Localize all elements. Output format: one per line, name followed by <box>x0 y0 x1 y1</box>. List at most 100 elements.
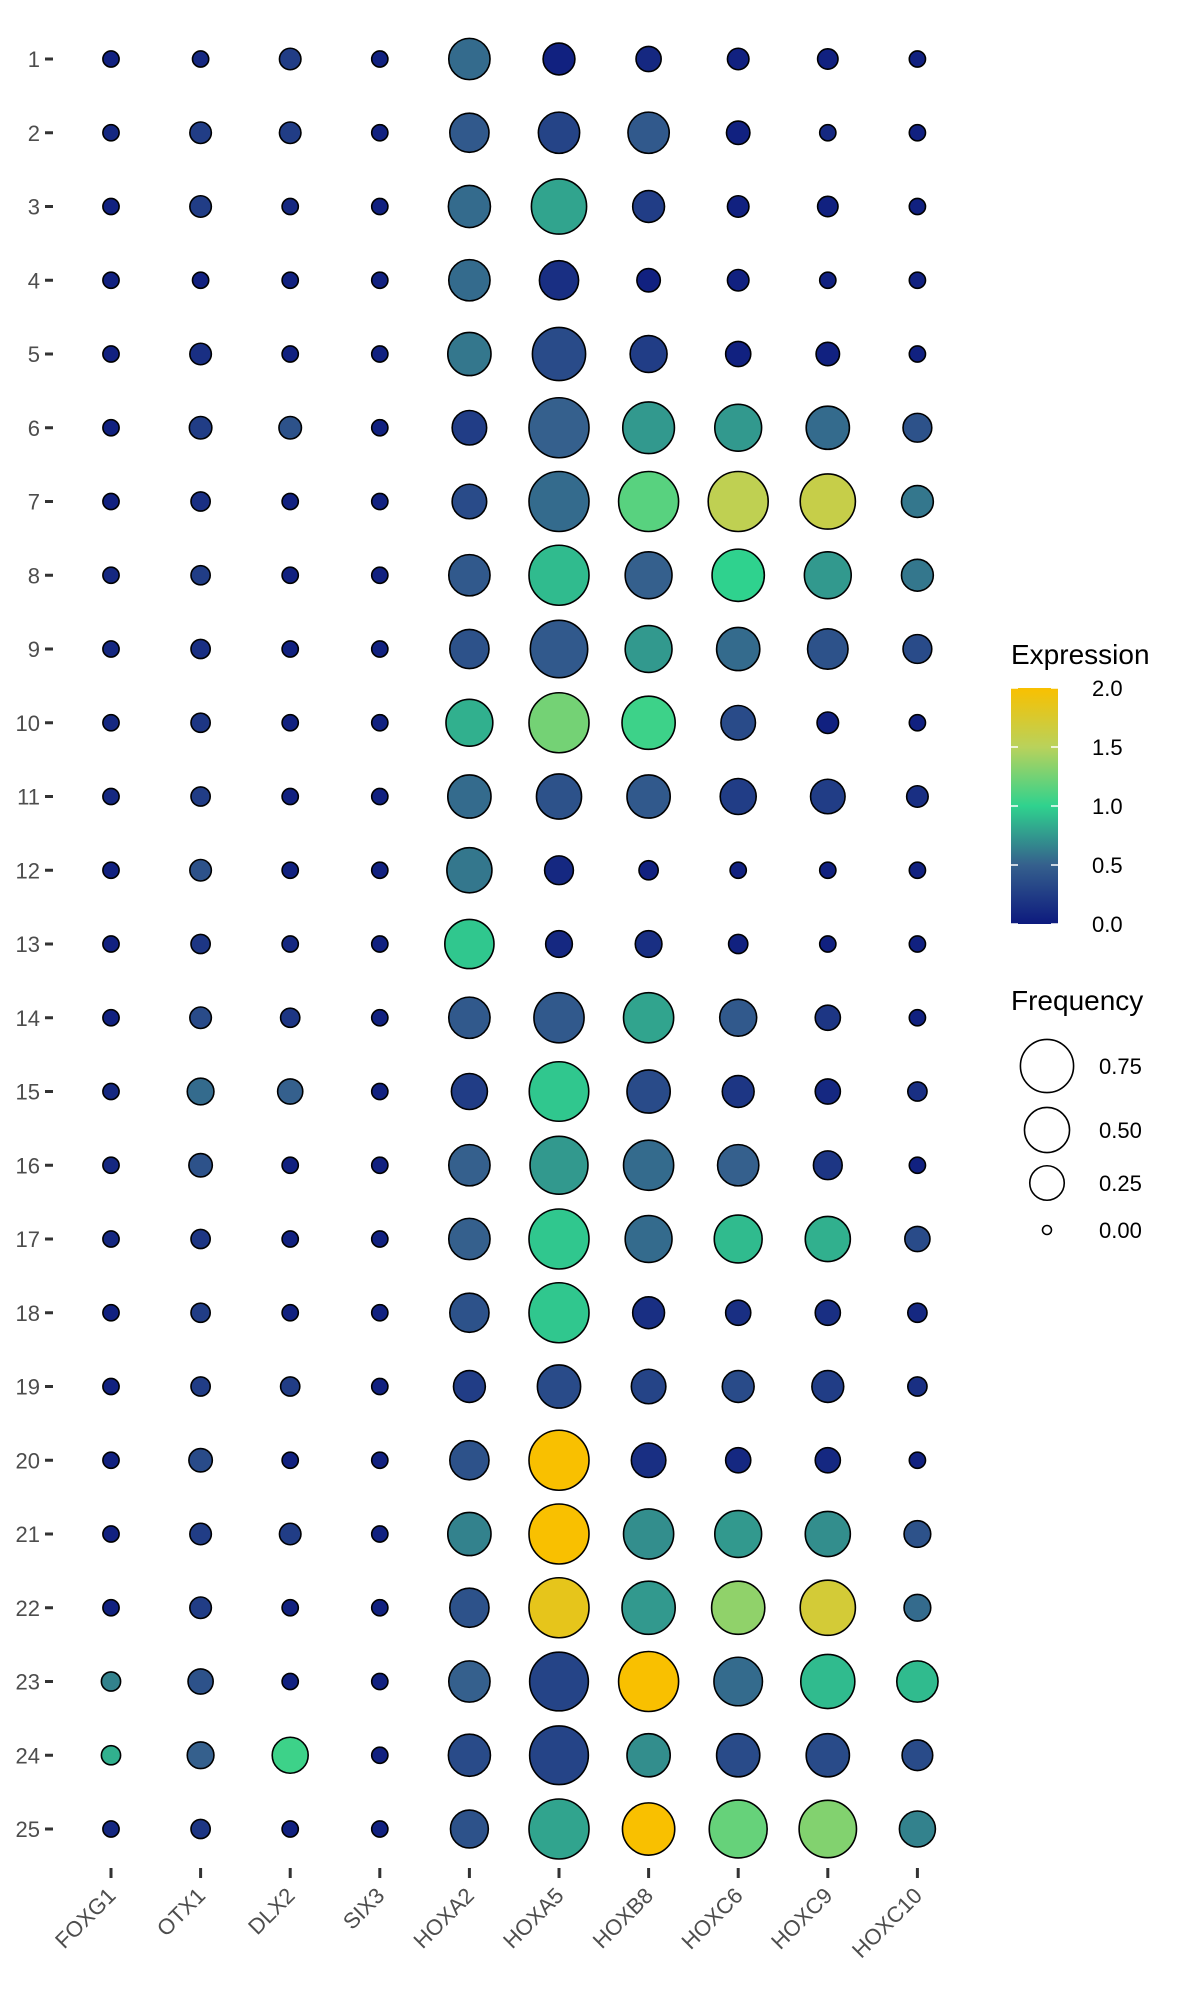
dot-hoxb8-cluster-18 <box>631 1296 666 1330</box>
dot-hoxc6-cluster-18 <box>724 1299 752 1327</box>
x-tick-label: HOXC6 <box>676 1883 747 1954</box>
dot-six3-cluster-23 <box>370 1672 389 1691</box>
dot-hoxb8-cluster-7 <box>617 470 680 533</box>
dot-foxg1-cluster-23 <box>100 1671 122 1692</box>
y-tick-label: 9 <box>28 637 40 662</box>
dot-hoxc6-cluster-3 <box>726 194 750 219</box>
dot-otx1-cluster-13 <box>190 933 212 955</box>
y-tick-label: 23 <box>16 1670 40 1695</box>
y-tick-label: 5 <box>28 342 40 367</box>
size-legend-dot <box>1028 1164 1066 1202</box>
dot-foxg1-cluster-22 <box>102 1598 120 1617</box>
dot-hoxb8-cluster-4 <box>636 267 662 293</box>
x-tick-label: SIX3 <box>338 1883 389 1934</box>
dot-otx1-cluster-4 <box>191 271 210 290</box>
dot-hoxa2-cluster-18 <box>449 1292 490 1334</box>
dot-hoxc6-cluster-2 <box>725 120 751 146</box>
dot-otx1-cluster-19 <box>190 1376 212 1397</box>
y-tick-label: 6 <box>28 416 40 441</box>
y-tick-label: 24 <box>16 1743 40 1768</box>
dot-hoxa2-cluster-19 <box>452 1369 487 1404</box>
dot-dlx2-cluster-18 <box>281 1303 300 1322</box>
dot-hoxa2-cluster-21 <box>446 1511 492 1557</box>
frequency-legend: Frequency 0.75 0.50 0.25 0.00 <box>1011 985 1143 1243</box>
dot-dlx2-cluster-11 <box>281 787 300 806</box>
y-tick-label: 18 <box>16 1301 40 1326</box>
dot-foxg1-cluster-24 <box>100 1744 122 1766</box>
dot-hoxa5-cluster-18 <box>528 1281 590 1344</box>
dot-hoxa5-cluster-21 <box>528 1503 590 1565</box>
dot-hoxc6-cluster-4 <box>726 268 750 292</box>
dot-hoxc10-cluster-14 <box>908 1008 927 1027</box>
dot-hoxc6-cluster-7 <box>707 470 770 533</box>
dot-hoxc6-cluster-12 <box>729 861 748 880</box>
dot-hoxc10-cluster-15 <box>907 1081 928 1102</box>
dot-dlx2-cluster-16 <box>281 1156 300 1175</box>
dot-dlx2-cluster-15 <box>276 1078 304 1105</box>
dot-dlx2-cluster-6 <box>278 415 303 440</box>
dot-hoxc9-cluster-4 <box>818 271 837 290</box>
dot-hoxc6-cluster-11 <box>719 777 757 816</box>
dot-dlx2-cluster-8 <box>281 566 300 585</box>
y-tick-label: 20 <box>16 1448 40 1473</box>
dot-hoxc9-cluster-25 <box>798 1799 858 1859</box>
x-tick-label: HOXC9 <box>766 1883 837 1954</box>
dot-hoxc6-cluster-10 <box>720 704 757 741</box>
dot-hoxc10-cluster-10 <box>908 713 927 732</box>
dot-hoxc9-cluster-21 <box>804 1510 852 1558</box>
dot-hoxa2-cluster-10 <box>445 698 494 747</box>
dot-hoxb8-cluster-10 <box>621 695 676 751</box>
dot-foxg1-cluster-11 <box>102 787 120 806</box>
dot-hoxa5-cluster-23 <box>528 1651 590 1712</box>
dot-six3-cluster-5 <box>370 345 389 363</box>
dot-otx1-cluster-11 <box>190 786 212 807</box>
dot-dlx2-cluster-21 <box>278 1522 302 1546</box>
size-legend-label: 0.00 <box>1099 1218 1142 1243</box>
dot-dlx2-cluster-4 <box>281 271 300 290</box>
dot-hoxc10-cluster-21 <box>903 1519 932 1549</box>
dot-foxg1-cluster-15 <box>102 1082 120 1101</box>
dot-otx1-cluster-20 <box>188 1447 214 1473</box>
dot-hoxc9-cluster-12 <box>818 861 837 880</box>
expression-colorbar <box>1011 688 1058 924</box>
dot-hoxc6-cluster-14 <box>718 998 758 1038</box>
dot-hoxb8-cluster-12 <box>638 859 660 881</box>
dot-hoxa2-cluster-20 <box>449 1439 490 1481</box>
colorbar-tick-label: 1.0 <box>1092 794 1123 819</box>
dot-six3-cluster-17 <box>370 1230 389 1248</box>
y-tick-label: 8 <box>28 563 40 588</box>
dot-otx1-cluster-25 <box>190 1818 212 1840</box>
dot-foxg1-cluster-4 <box>102 271 120 290</box>
dot-dlx2-cluster-5 <box>281 345 300 363</box>
dot-hoxc10-cluster-19 <box>907 1376 928 1397</box>
dot-hoxc9-cluster-18 <box>814 1299 842 1327</box>
dot-foxg1-cluster-3 <box>102 197 120 216</box>
dot-hoxa5-cluster-6 <box>528 396 590 459</box>
dot-hoxc9-cluster-1 <box>816 47 839 71</box>
x-axis: FOXG1 OTX1 DLX2 SIX3 HOXA2 HOXA5 HOXB8 HOXC6 HOX… <box>50 1868 927 1963</box>
dot-hoxc10-cluster-23 <box>895 1660 939 1703</box>
dot-hoxc6-cluster-17 <box>713 1214 763 1264</box>
y-tick-label: 22 <box>16 1596 40 1621</box>
dot-hoxc6-cluster-16 <box>716 1143 760 1187</box>
dot-hoxa5-cluster-1 <box>542 42 576 76</box>
dot-foxg1-cluster-12 <box>102 861 120 880</box>
y-tick-label: 11 <box>17 785 40 810</box>
dot-six3-cluster-19 <box>370 1377 389 1396</box>
dot-hoxa5-cluster-4 <box>538 259 580 301</box>
dot-dlx2-cluster-7 <box>281 492 300 511</box>
dot-hoxc9-cluster-23 <box>799 1653 856 1710</box>
size-legend-dot <box>1019 1038 1075 1094</box>
dot-otx1-cluster-2 <box>189 121 213 145</box>
dot-foxg1-cluster-18 <box>102 1303 120 1322</box>
dot-hoxa2-cluster-5 <box>446 331 492 377</box>
dot-hoxa2-cluster-11 <box>446 774 492 819</box>
dot-foxg1-cluster-25 <box>102 1820 120 1838</box>
dot-otx1-cluster-5 <box>189 342 213 366</box>
dot-hoxc9-cluster-6 <box>805 405 851 451</box>
dot-hoxc9-cluster-8 <box>803 551 853 600</box>
dot-six3-cluster-25 <box>370 1820 389 1838</box>
x-tick-label: OTX1 <box>152 1883 210 1941</box>
dot-hoxa2-cluster-4 <box>447 258 491 302</box>
